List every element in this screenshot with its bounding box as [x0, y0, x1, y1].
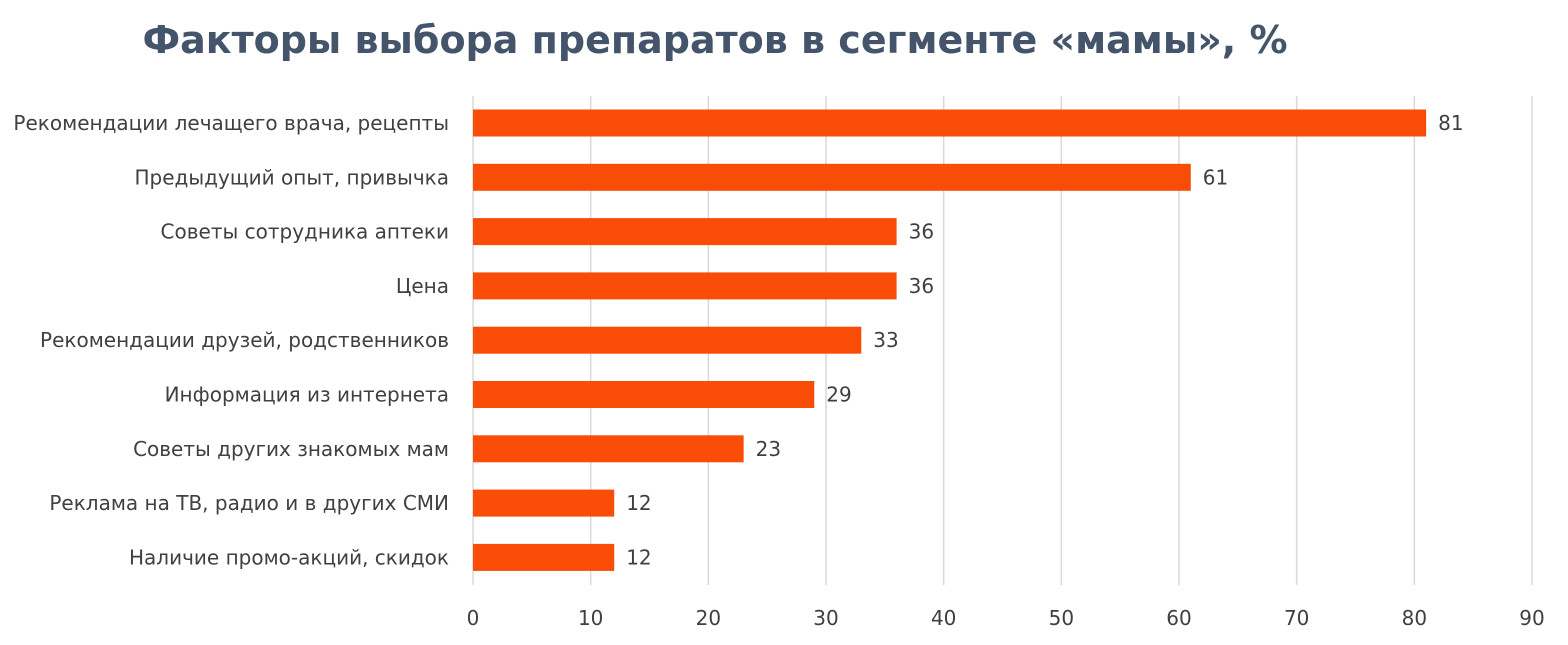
- bar: [473, 435, 744, 463]
- x-tick-label: 40: [931, 606, 956, 630]
- category-label: Реклама на ТВ, радио и в других СМИ: [49, 491, 449, 515]
- category-label: Рекомендации друзей, родственников: [40, 328, 449, 352]
- value-label: 61: [1203, 165, 1228, 189]
- x-tick-label: 50: [1049, 606, 1074, 630]
- bar: [473, 109, 1427, 137]
- x-tick-label: 60: [1166, 606, 1191, 630]
- x-tick-label: 20: [696, 606, 721, 630]
- value-label: 36: [909, 220, 934, 244]
- bar: [473, 489, 615, 517]
- bar: [473, 543, 615, 571]
- value-label: 12: [626, 545, 651, 569]
- category-label: Наличие промо-акций, скидок: [129, 545, 449, 569]
- category-label: Советы сотрудника аптеки: [161, 220, 449, 244]
- category-label: Рекомендации лечащего врача, рецепты: [13, 111, 449, 135]
- value-label: 12: [626, 491, 651, 515]
- x-tick-label: 90: [1519, 606, 1544, 630]
- chart-title: Факторы выбора препаратов в сегменте «ма…: [142, 18, 1288, 62]
- x-tick-label: 80: [1402, 606, 1427, 630]
- value-label: 36: [909, 274, 934, 298]
- bar: [473, 326, 862, 354]
- value-labels: 81 61 36 36 33 29 23 12 12: [626, 111, 1463, 569]
- bar: [473, 381, 815, 408]
- category-label: Цена: [396, 274, 449, 298]
- bars: [473, 109, 1427, 571]
- category-label: Советы других знакомых мам: [133, 437, 449, 461]
- category-labels: Рекомендации лечащего врача, рецепты Пред…: [13, 111, 449, 569]
- value-label: 29: [826, 383, 851, 407]
- x-tick-label: 10: [578, 606, 603, 630]
- bar: [473, 163, 1191, 191]
- bar: [473, 272, 897, 300]
- x-axis-tick-labels: 0 10 20 30 40 50 60 70 80 90: [467, 606, 1545, 630]
- category-label: Предыдущий опыт, привычка: [135, 165, 449, 189]
- bar: [473, 218, 897, 246]
- x-tick-label: 30: [813, 606, 838, 630]
- value-label: 23: [756, 437, 781, 461]
- value-label: 33: [873, 328, 898, 352]
- x-tick-label: 70: [1284, 606, 1309, 630]
- category-label: Информация из интернета: [165, 383, 449, 407]
- value-label: 81: [1438, 111, 1463, 135]
- x-tick-label: 0: [467, 606, 480, 630]
